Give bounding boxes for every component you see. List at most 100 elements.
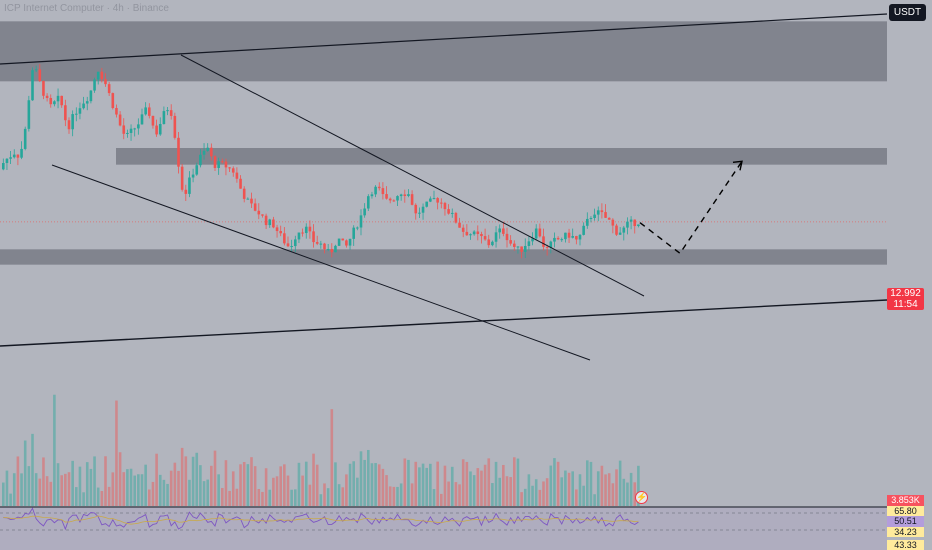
volume-bar [549, 465, 553, 506]
candle-body [414, 204, 418, 214]
volume-bar [571, 471, 574, 506]
volume-bar [235, 488, 239, 506]
currency-unit-button[interactable]: USDT [889, 4, 926, 21]
candle-body [275, 227, 279, 232]
candle-body [42, 80, 45, 96]
candle [191, 168, 195, 183]
last-price-value: 12.992 [890, 288, 921, 299]
candle [396, 195, 399, 207]
candle [206, 143, 209, 152]
candle-body [45, 95, 49, 98]
candle-body [253, 203, 257, 211]
volume-bar [268, 489, 272, 506]
volume-bar [100, 491, 104, 506]
candle-body [461, 227, 465, 232]
candle-body [363, 208, 366, 216]
candle [593, 208, 596, 221]
volume-bar [637, 465, 640, 506]
volume-bar [502, 464, 505, 506]
candle [122, 118, 126, 140]
volume-bar [319, 494, 323, 506]
volume-bar [122, 472, 126, 506]
candle [118, 111, 122, 127]
candle [425, 201, 428, 208]
volume-bar [487, 458, 491, 506]
candle-body [345, 240, 348, 246]
candle [5, 158, 9, 171]
candle [534, 224, 538, 241]
volume-bar [107, 486, 111, 506]
candle [527, 236, 531, 251]
candle [162, 106, 166, 125]
projection-arrow-head [732, 160, 743, 171]
candle [64, 99, 67, 127]
candle [78, 102, 82, 120]
rsi-ma-line [3, 515, 639, 525]
candle-body [421, 206, 425, 213]
volume-bar [513, 457, 516, 506]
candle-body [498, 228, 501, 233]
volume-bar [23, 440, 27, 506]
projection-path [639, 160, 743, 255]
volume-bar [202, 481, 206, 506]
candle-body [600, 210, 604, 213]
volume-bar [538, 489, 542, 506]
candle-body [96, 71, 100, 80]
candle-body [410, 194, 414, 205]
candle [104, 73, 107, 87]
candle [264, 213, 268, 230]
candle-body [538, 228, 542, 237]
candle [27, 95, 31, 132]
candle-body [191, 174, 195, 178]
candle [633, 219, 637, 234]
volume-bar [133, 475, 136, 506]
candle [12, 149, 16, 159]
volume-bar [104, 456, 107, 506]
candle [82, 96, 85, 110]
volume-bar [60, 475, 63, 506]
candle [93, 77, 96, 93]
candle-body [173, 115, 177, 138]
candle [337, 238, 341, 246]
volume-bar [195, 452, 199, 506]
volume-bar [96, 487, 100, 506]
candle-body [396, 196, 399, 201]
candle-body [370, 194, 374, 197]
volume-bar [228, 490, 231, 506]
candle [491, 240, 494, 247]
candle [418, 207, 421, 218]
candle [111, 92, 115, 110]
candle [71, 110, 74, 137]
volume-bar [399, 483, 403, 506]
volume-bar [440, 493, 443, 506]
candle [75, 107, 78, 122]
candle-body [148, 107, 151, 116]
candle [385, 186, 388, 200]
candle [158, 117, 162, 136]
candle [392, 199, 396, 202]
candle [126, 129, 129, 138]
volume-bar [71, 460, 74, 506]
volume-bar [377, 464, 381, 506]
candle-body [509, 240, 512, 244]
volume-bar [582, 485, 585, 506]
candle-body [443, 202, 447, 210]
candle-body [549, 241, 553, 248]
candle-body [151, 115, 155, 126]
candle [334, 244, 337, 253]
volume-bar [553, 458, 556, 506]
candle [440, 198, 443, 209]
candle-body [297, 232, 301, 240]
volume-bar [140, 474, 144, 506]
lightning-icon[interactable]: ⚡ [635, 491, 648, 504]
candle [629, 216, 633, 230]
candle [56, 88, 60, 109]
candle-body [111, 93, 115, 109]
candle-body [556, 237, 560, 240]
candle-body [432, 198, 436, 200]
candle [374, 185, 377, 198]
trendline-layer [0, 13, 888, 361]
volume-bar [34, 473, 38, 506]
volume-bar [429, 463, 432, 506]
